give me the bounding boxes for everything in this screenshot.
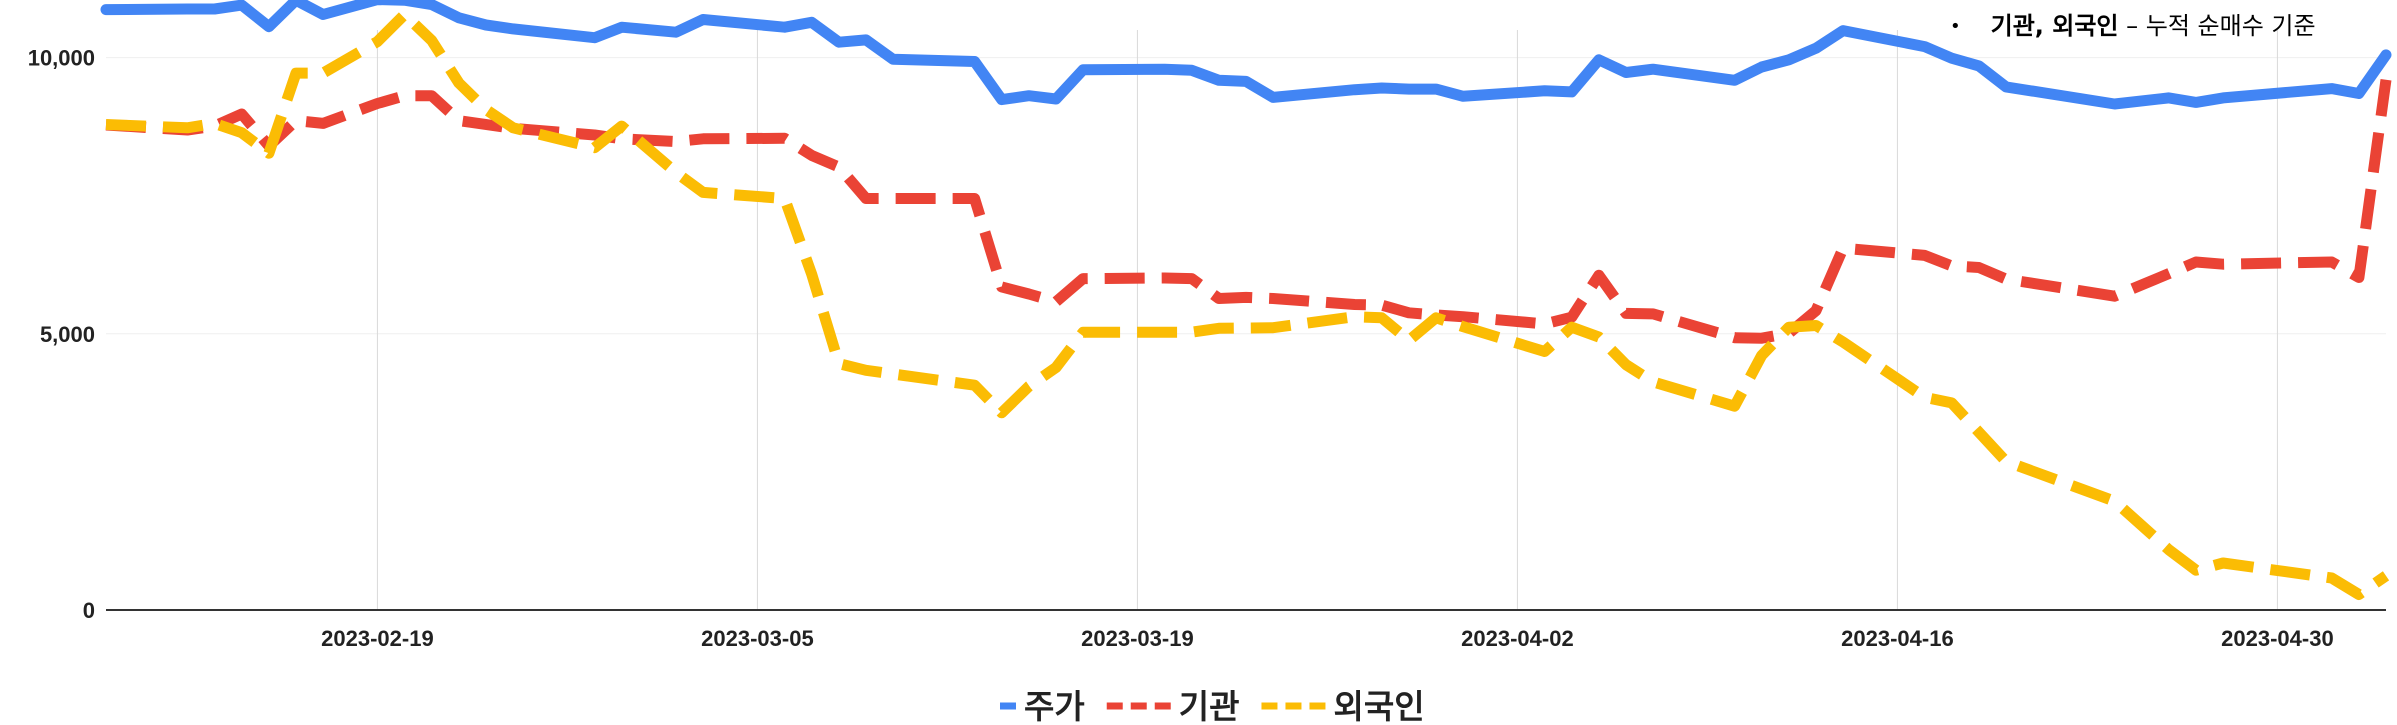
x-tick-label-0: 2023-02-19 <box>321 626 434 651</box>
x-tick-label-3: 2023-04-02 <box>1461 626 1574 651</box>
series-layer <box>100 0 2392 600</box>
legend: 주가 기관 외국인 <box>1000 687 1425 725</box>
legend-label-2: 외국인 <box>1333 687 1424 725</box>
note-bullet: • <box>1950 16 1961 37</box>
y-axis-ticks: 0 5,000 10,000 <box>28 46 95 623</box>
series-line-1 <box>105 78 2392 344</box>
series-line-2 <box>105 9 2390 600</box>
x-tick-label-5: 2023-04-30 <box>2221 626 2334 651</box>
note-bold-text: 기관, 외국인 <box>1990 12 2119 40</box>
legend-item-0: 주가 <box>1000 687 1085 725</box>
chart-note: • 기관, 외국인 – 누적 순매수 기준 <box>1950 6 2316 41</box>
y-tick-label-1: 5,000 <box>40 322 95 347</box>
grid-lines <box>106 30 2386 610</box>
y-tick-label-0: 0 <box>83 598 95 623</box>
legend-label-0: 주가 <box>1024 687 1085 725</box>
series-line-0 <box>100 0 2392 110</box>
y-tick-label-2: 10,000 <box>28 46 95 71</box>
legend-label-1: 기관 <box>1179 687 1240 725</box>
x-tick-label-2: 2023-03-19 <box>1081 626 1194 651</box>
note-rest-text: – 누적 순매수 기준 <box>2118 12 2316 40</box>
legend-item-1: 기관 <box>1106 687 1240 725</box>
legend-item-2: 외국인 <box>1261 687 1425 725</box>
x-axis-ticks: 2023-02-19 2023-03-05 2023-03-19 2023-04-02… <box>321 626 2334 651</box>
x-tick-label-4: 2023-04-16 <box>1841 626 1954 651</box>
x-tick-label-1: 2023-03-05 <box>701 626 814 651</box>
